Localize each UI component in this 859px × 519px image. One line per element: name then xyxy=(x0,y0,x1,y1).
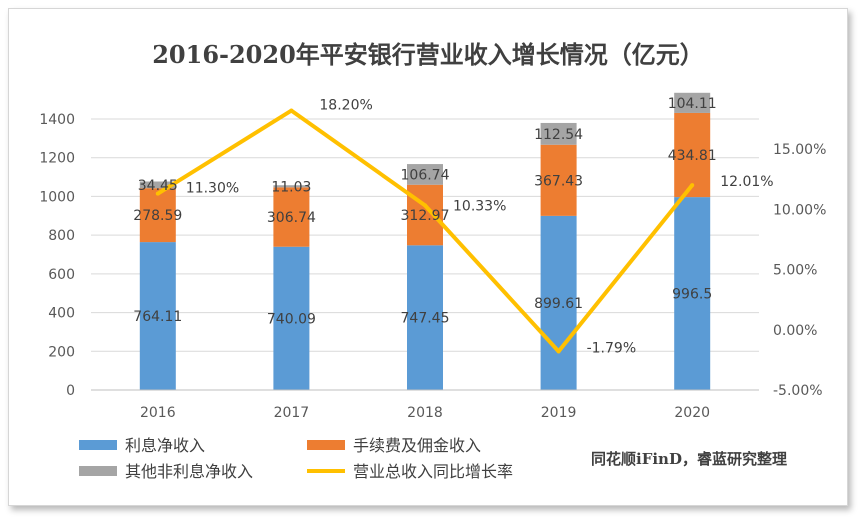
source-note: 同花顺iFinD，睿蓝研究整理 xyxy=(591,450,787,468)
growth-line-point xyxy=(556,349,561,354)
bar-data-label: 899.61 xyxy=(534,296,583,312)
bar-segment-1 xyxy=(139,242,176,390)
bar-segment-2 xyxy=(674,112,711,198)
bar-segment-2 xyxy=(273,187,310,247)
y-left-tick-label: 400 xyxy=(48,306,75,322)
data-labels: 764.11 278.59 34.45 740.09 306.74 11.03 747.45… xyxy=(133,96,773,356)
y-right-tick-label: 10.00% xyxy=(773,202,826,218)
chart-title: 2016-2020年平安银行营业收入增长情况（亿元） xyxy=(152,40,704,69)
y-left-tick-label: 1400 xyxy=(39,112,75,128)
bar-data-label: 106.74 xyxy=(401,167,450,183)
bar-segment-1 xyxy=(674,197,711,390)
bar-segment-2 xyxy=(139,188,176,243)
line-data-label: 10.33% xyxy=(453,198,506,214)
legend-label: 其他非利息净收入 xyxy=(125,462,253,481)
y-left-tick-label: 0 xyxy=(66,383,75,399)
axes: 0 200 400 600 800 1000 1200 1400 -5.00% 0.00% 5.00… xyxy=(39,112,826,421)
bar-data-label: 740.09 xyxy=(267,311,316,327)
line-data-label: 11.30% xyxy=(186,181,239,197)
y-left-tick-label: 600 xyxy=(48,267,75,283)
growth-line-series xyxy=(155,108,695,354)
bar-data-label: 11.03 xyxy=(271,179,311,195)
y-left-tick-label: 200 xyxy=(48,344,75,360)
bar-data-label: 434.81 xyxy=(668,148,717,164)
y-left-tick-label: 1000 xyxy=(39,189,75,205)
legend-swatch xyxy=(79,440,117,450)
x-tick-label: 2017 xyxy=(274,405,310,421)
bar-segment-3 xyxy=(674,92,711,113)
bar-data-label: 278.59 xyxy=(133,208,182,224)
y-right-tick-label: 5.00% xyxy=(773,263,817,279)
y-right-tick-label: 15.00% xyxy=(773,142,826,158)
x-tick-label: 2016 xyxy=(140,405,176,421)
bar-segment-3 xyxy=(139,181,176,189)
bar-data-label: 747.45 xyxy=(401,311,450,327)
x-tick-label: 2020 xyxy=(674,405,710,421)
growth-line-point xyxy=(289,108,294,113)
chart-canvas: 2016-2020年平安银行营业收入增长情况（亿元） 764.11 278.59 3… xyxy=(39,40,826,481)
legend-swatch xyxy=(79,466,117,476)
bar-data-label: 764.11 xyxy=(133,309,182,325)
bar-segment-1 xyxy=(273,246,310,390)
y-left-tick-label: 800 xyxy=(48,228,75,244)
growth-line-point xyxy=(155,191,160,196)
bar-data-label: 312.97 xyxy=(401,208,450,224)
bar-data-label: 996.5 xyxy=(672,287,712,303)
legend-label: 营业总收入同比增长率 xyxy=(353,462,513,481)
legend-label: 利息净收入 xyxy=(125,436,205,455)
y-right-tick-label: 0.00% xyxy=(773,323,817,339)
x-tick-label: 2019 xyxy=(541,405,577,421)
y-right-tick-label: -5.00% xyxy=(773,383,823,399)
bar-segment-3 xyxy=(273,185,310,188)
bar-data-label: 367.43 xyxy=(534,173,583,189)
bar-data-label: 34.45 xyxy=(138,178,178,194)
legend-swatch xyxy=(307,440,345,450)
legend-label: 手续费及佣金收入 xyxy=(353,436,481,455)
bar-data-label: 306.74 xyxy=(267,210,316,226)
chart-frame: 2016-2020年平安银行营业收入增长情况（亿元） 764.11 278.59 3… xyxy=(8,8,848,506)
line-data-label: 18.20% xyxy=(319,98,372,114)
bar-segment-2 xyxy=(540,144,577,216)
x-tick-label: 2018 xyxy=(407,405,443,421)
bar-data-label: 104.11 xyxy=(668,96,717,112)
bar-segment-3 xyxy=(540,122,577,145)
bar-segment-1 xyxy=(540,215,577,390)
bar-data-label: 112.54 xyxy=(534,127,583,143)
line-data-label: 12.01% xyxy=(720,174,773,190)
growth-line-point xyxy=(423,203,427,208)
bar-segment-3 xyxy=(407,164,443,185)
growth-line-point xyxy=(690,183,695,188)
line-data-label: -1.79% xyxy=(587,340,637,356)
y-left-tick-label: 1200 xyxy=(39,151,75,167)
bar-segment-1 xyxy=(407,245,443,390)
